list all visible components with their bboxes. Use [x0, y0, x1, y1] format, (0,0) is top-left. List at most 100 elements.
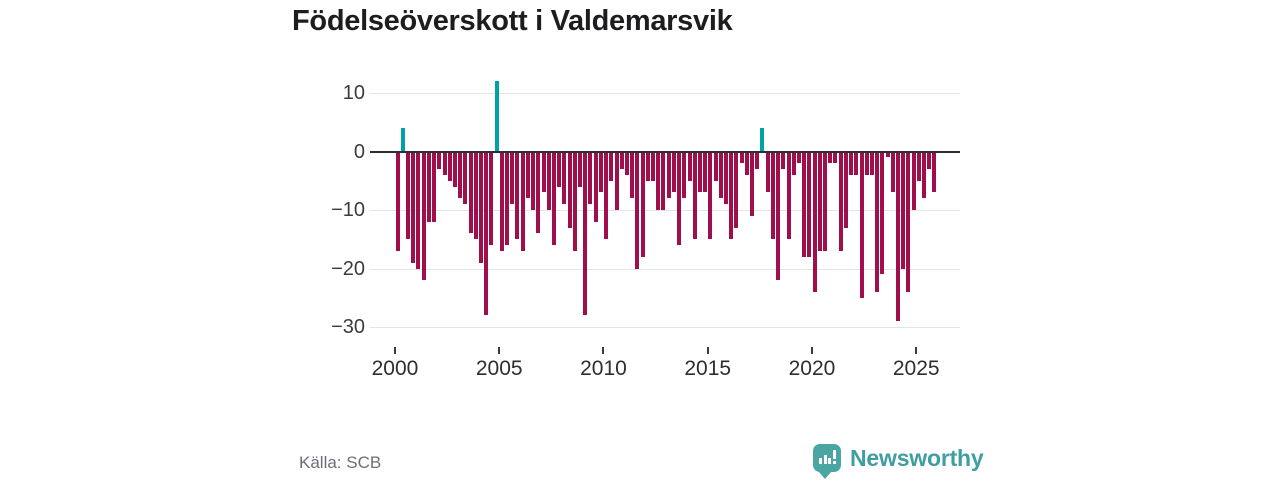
- data-bar: [583, 151, 588, 316]
- data-bar: [395, 151, 400, 251]
- data-bar: [489, 151, 494, 246]
- data-bar: [838, 151, 843, 251]
- data-bar: [817, 151, 822, 251]
- chart-title: Födelseöverskott i Valdemarsvik: [292, 5, 733, 37]
- data-bar: [723, 151, 728, 205]
- data-bar: [656, 151, 661, 210]
- y-tick-label: −30: [331, 316, 365, 338]
- data-bar: [416, 151, 421, 269]
- y-tick-label: 10: [342, 82, 365, 104]
- data-bar: [765, 151, 770, 193]
- data-bar: [536, 151, 541, 234]
- x-tick-label: 2015: [684, 357, 732, 380]
- data-bar: [630, 151, 635, 199]
- exclamation-glyph: [832, 450, 836, 459]
- data-bar: [442, 151, 447, 175]
- x-tick-label: 2010: [580, 357, 627, 380]
- data-bar: [546, 151, 551, 210]
- data-bar: [494, 81, 499, 152]
- data-bar: [640, 151, 645, 257]
- data-bar: [890, 151, 895, 193]
- data-bar: [911, 151, 916, 210]
- data-bar: [588, 151, 593, 205]
- x-tick-label: 2005: [475, 357, 523, 380]
- data-bar: [869, 151, 874, 175]
- x-tick-label: 2025: [892, 357, 940, 380]
- data-bar: [677, 151, 682, 246]
- x-tick-mark: [602, 347, 605, 354]
- data-bar: [593, 151, 598, 222]
- data-bar: [697, 151, 702, 193]
- data-bar: [609, 151, 614, 181]
- data-bar: [499, 151, 504, 251]
- data-bar: [739, 151, 744, 164]
- data-bar: [791, 151, 796, 175]
- data-bar: [864, 151, 869, 175]
- brand-logo: Newsworthy: [813, 444, 984, 479]
- data-bar: [729, 151, 734, 240]
- data-bar: [510, 151, 515, 205]
- data-bar: [755, 151, 760, 170]
- bar-glyph: [823, 455, 827, 464]
- data-bar: [468, 151, 473, 234]
- data-bar: [932, 151, 937, 193]
- gridline: [370, 210, 960, 211]
- data-bar: [479, 151, 483, 263]
- data-bar: [854, 151, 859, 175]
- newsworthy-icon: [813, 444, 841, 479]
- data-bar: [880, 151, 885, 275]
- brand-wordmark: Newsworthy: [850, 445, 984, 471]
- data-bar: [770, 151, 775, 240]
- data-bar: [598, 151, 603, 193]
- data-bar: [624, 151, 629, 175]
- data-bar: [906, 151, 911, 292]
- data-bar: [760, 128, 765, 152]
- data-bar: [406, 151, 411, 240]
- data-bar: [901, 151, 906, 269]
- data-bar: [562, 151, 567, 205]
- data-bar: [927, 151, 932, 170]
- data-bar: [614, 151, 619, 210]
- data-bar: [744, 151, 749, 175]
- data-bar: [802, 151, 807, 257]
- data-bar: [750, 151, 755, 216]
- bar-glyph: [828, 458, 831, 464]
- data-bar: [776, 151, 781, 281]
- data-bar: [666, 151, 671, 199]
- data-bar: [421, 151, 426, 281]
- data-bar: [812, 151, 817, 292]
- data-bar: [713, 151, 718, 181]
- x-tick-mark: [393, 347, 396, 354]
- y-tick-label: 0: [353, 140, 365, 163]
- data-bar: [796, 151, 801, 164]
- data-bar: [896, 151, 900, 322]
- data-bar: [786, 151, 791, 240]
- source-note: Källa: SCB: [299, 453, 382, 472]
- data-bar: [823, 151, 828, 251]
- data-bar: [567, 151, 572, 228]
- data-bar: [432, 151, 437, 222]
- data-bar: [400, 128, 405, 152]
- x-tick-label: 2020: [788, 357, 836, 380]
- data-bar: [604, 151, 609, 240]
- data-bar: [661, 151, 666, 210]
- data-bar: [635, 151, 640, 269]
- data-bar: [859, 151, 864, 298]
- data-bar: [645, 151, 650, 181]
- data-bar: [692, 151, 697, 240]
- data-bar: [651, 151, 655, 181]
- data-bar: [458, 151, 463, 199]
- data-bar: [687, 151, 692, 181]
- data-bar: [551, 151, 556, 246]
- data-bar: [452, 151, 457, 187]
- data-bar: [849, 151, 854, 175]
- data-bar: [828, 151, 833, 164]
- data-bar: [807, 151, 812, 257]
- data-bar: [671, 151, 676, 193]
- zero-axis-line: [370, 151, 960, 153]
- data-bar: [682, 151, 687, 199]
- data-bar: [734, 151, 739, 228]
- data-bar: [708, 151, 713, 240]
- data-bar: [578, 151, 583, 187]
- data-bar: [531, 151, 536, 210]
